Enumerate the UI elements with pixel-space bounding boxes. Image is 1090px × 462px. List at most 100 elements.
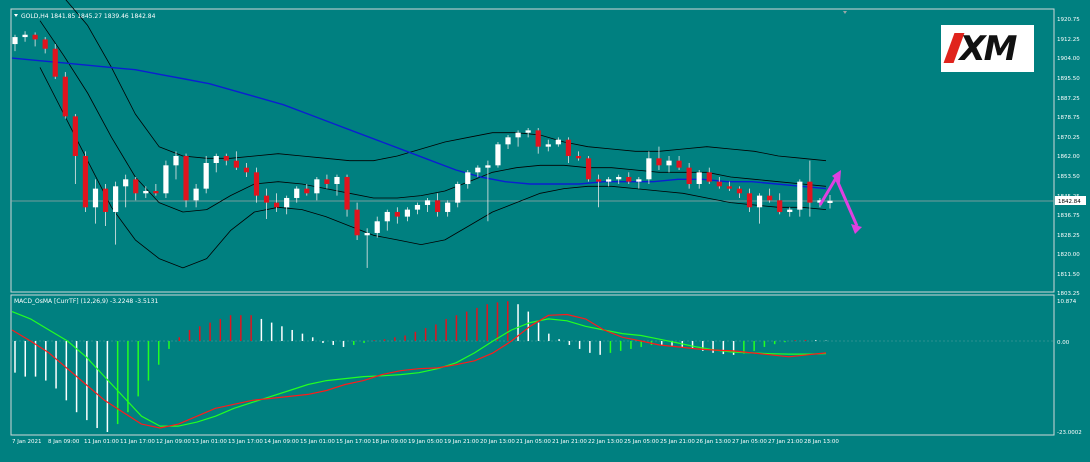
candle-bull bbox=[756, 195, 763, 208]
candle-bull bbox=[525, 130, 531, 133]
candle-bear bbox=[354, 209, 360, 236]
candle-bull bbox=[495, 144, 501, 166]
header-triangle-icon bbox=[14, 14, 18, 17]
ma-line bbox=[11, 57, 827, 190]
time-label: 25 Jan 21:00 bbox=[660, 439, 695, 445]
price-axis[interactable]: 1920.75 1912.25 1904.00 1895.50 1887.25 … bbox=[1055, 17, 1086, 297]
candle-bear bbox=[686, 167, 692, 184]
time-label: 22 Jan 13:00 bbox=[588, 439, 623, 445]
candle-bull bbox=[374, 221, 380, 233]
candle-bear bbox=[626, 176, 632, 182]
candle-bull bbox=[143, 190, 149, 194]
candle-bear bbox=[807, 181, 813, 203]
macd-histogram bbox=[14, 301, 827, 432]
candle-bull bbox=[696, 172, 702, 184]
candle-bull bbox=[334, 176, 340, 184]
candle-bull bbox=[606, 179, 612, 182]
price-label: 1828.25 bbox=[1057, 233, 1080, 239]
candle-bull bbox=[414, 204, 421, 210]
indicator-axis-label: 10.874 bbox=[1057, 299, 1077, 305]
candle-bull bbox=[123, 179, 129, 187]
macd-signal-line bbox=[11, 311, 827, 427]
time-label: 19 Jan 21:00 bbox=[444, 439, 479, 445]
band-middle bbox=[39, 20, 827, 213]
time-label: 20 Jan 13:00 bbox=[480, 439, 515, 445]
candle-bull bbox=[465, 172, 471, 184]
price-label: 1862.00 bbox=[1057, 154, 1080, 160]
moving-average-line bbox=[11, 57, 827, 190]
time-label: 25 Jan 05:00 bbox=[624, 439, 659, 445]
candle-bear bbox=[133, 179, 139, 194]
candle-bull bbox=[455, 183, 461, 203]
candle-bull bbox=[424, 200, 431, 205]
candle-bull bbox=[213, 156, 219, 163]
time-label: 13 Jan 17:00 bbox=[228, 439, 263, 445]
candle-bear bbox=[777, 200, 783, 212]
candle-bear bbox=[223, 156, 229, 161]
time-label: 26 Jan 13:00 bbox=[696, 439, 731, 445]
candle-bull bbox=[636, 179, 642, 182]
candle-bull bbox=[22, 34, 28, 38]
time-label: 12 Jan 09:00 bbox=[156, 439, 191, 445]
time-label: 15 Jan 01:00 bbox=[300, 439, 335, 445]
arrow-down-head bbox=[851, 224, 862, 234]
candle-bull bbox=[284, 197, 290, 208]
candle-bear bbox=[243, 167, 250, 173]
price-label: 1836.75 bbox=[1057, 213, 1080, 219]
time-label: 11 Jan 01:00 bbox=[84, 439, 119, 445]
time-label: 19 Jan 05:00 bbox=[408, 439, 443, 445]
candle-bear bbox=[434, 200, 441, 212]
candle-bear bbox=[233, 160, 239, 168]
candle-bear bbox=[344, 176, 350, 210]
candle-bear bbox=[153, 190, 159, 194]
indicator-axis-label: 0.00 bbox=[1057, 340, 1070, 346]
current-price-tag-label: 1842.84 bbox=[1058, 199, 1081, 205]
time-label: 7 Jan 2021 bbox=[12, 439, 41, 445]
time-label: 13 Jan 01:00 bbox=[192, 439, 227, 445]
candle-bull bbox=[666, 160, 672, 166]
candlestick-series bbox=[12, 31, 833, 268]
indicator-axis-label: -23.0002 bbox=[1057, 430, 1082, 436]
time-label: 8 Jan 09:00 bbox=[48, 439, 80, 445]
candle-bull bbox=[475, 167, 481, 173]
band-lower bbox=[39, 67, 827, 269]
candle-bull bbox=[404, 209, 411, 217]
candle-bull bbox=[787, 209, 793, 212]
candle-bull bbox=[616, 176, 622, 180]
candle-bear bbox=[676, 160, 682, 168]
time-label: 18 Jan 09:00 bbox=[372, 439, 407, 445]
candle-bear bbox=[253, 172, 260, 196]
time-label: 27 Jan 21:00 bbox=[768, 439, 803, 445]
candle-bull bbox=[817, 200, 823, 203]
logo-text: XM bbox=[959, 29, 1017, 69]
time-label: 27 Jan 05:00 bbox=[732, 439, 767, 445]
price-label: 1912.25 bbox=[1057, 37, 1080, 43]
time-label: 11 Jan 17:00 bbox=[120, 439, 155, 445]
candle-bull bbox=[445, 202, 451, 212]
indicator-header: MACD_OsMA [CurrTF] (12,26,9) -3.2248 -3.… bbox=[14, 298, 158, 305]
candle-bull bbox=[294, 188, 300, 198]
time-label: 14 Jan 09:00 bbox=[264, 439, 299, 445]
candle-bear bbox=[565, 139, 571, 156]
candle-bull bbox=[505, 137, 511, 145]
candle-bull bbox=[173, 156, 179, 166]
candle-bear bbox=[52, 48, 58, 77]
chart-shift-marker[interactable] bbox=[843, 11, 847, 14]
candle-bear bbox=[575, 156, 582, 159]
macd-main-line bbox=[11, 313, 827, 429]
candle-bull bbox=[827, 200, 833, 203]
candle-bear bbox=[62, 76, 68, 117]
xm-logo: XM bbox=[941, 25, 1034, 72]
time-label: 15 Jan 17:00 bbox=[336, 439, 371, 445]
candle-bear bbox=[82, 156, 89, 208]
indicator-axis[interactable]: 10.874 0.00 -23.0002 bbox=[1057, 299, 1082, 436]
time-label: 21 Jan 21:00 bbox=[552, 439, 587, 445]
price-label: 1887.25 bbox=[1057, 96, 1080, 102]
bollinger-bands bbox=[39, 0, 827, 269]
candle-bear bbox=[42, 39, 48, 49]
candle-bull bbox=[203, 162, 209, 189]
price-label: 1853.50 bbox=[1057, 174, 1080, 180]
time-axis[interactable]: 7 Jan 2021 8 Jan 09:00 11 Jan 01:00 11 J… bbox=[12, 439, 839, 445]
candle-bull bbox=[515, 132, 521, 138]
